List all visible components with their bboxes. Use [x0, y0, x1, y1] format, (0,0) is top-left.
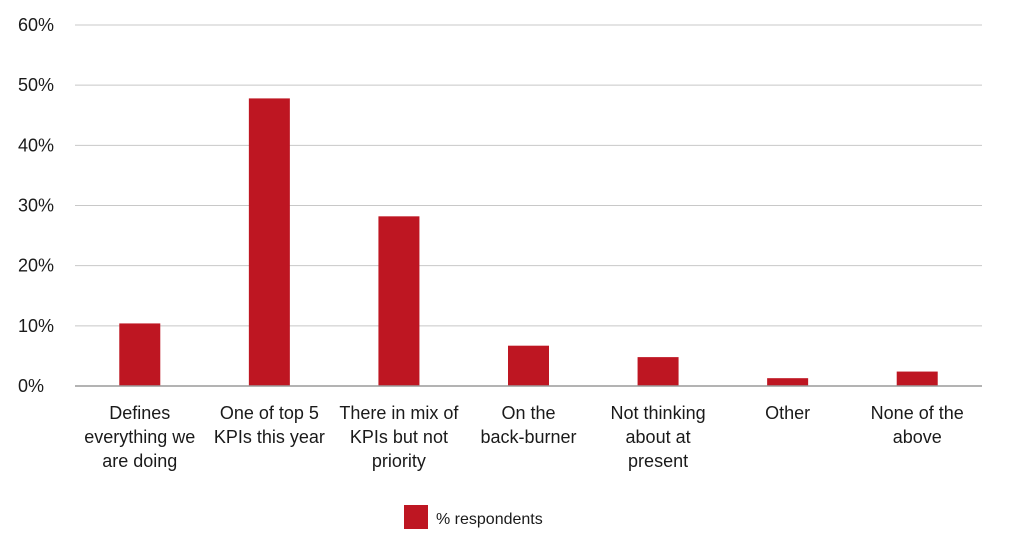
x-category-label: Defines everything we are doing — [84, 403, 195, 471]
bar — [378, 216, 420, 386]
y-tick-label: 30% — [18, 196, 54, 216]
x-category-label-line: There in mix of — [339, 403, 459, 423]
y-tick-label: 60% — [18, 15, 54, 35]
x-category-label-line: One of top 5 — [220, 403, 319, 423]
x-category-label-line: priority — [372, 451, 426, 471]
x-axis-category-labels: Defines everything we are doing One of top … — [84, 403, 963, 471]
bar — [119, 323, 161, 386]
y-tick-label: 40% — [18, 135, 54, 155]
y-axis-tick-labels: 0% 10% 20% 30% 40% 50% 60% — [18, 15, 54, 396]
x-category-label-line: about at — [626, 427, 691, 447]
bars — [119, 98, 938, 387]
legend-label: % respondents — [436, 511, 543, 528]
legend-swatch — [404, 505, 428, 529]
x-category-label-line: back-burner — [480, 427, 576, 447]
x-category-label: One of top 5 KPIs this year — [214, 403, 325, 447]
x-category-label-line: Not thinking — [611, 403, 706, 423]
x-category-label-line: Defines — [109, 403, 170, 423]
bar — [767, 378, 809, 386]
x-category-label: There in mix of KPIs but not priority — [339, 403, 459, 471]
y-tick-label: 20% — [18, 256, 54, 276]
x-category-label-line: present — [628, 451, 688, 471]
x-category-label-line: None of the — [871, 403, 964, 423]
bar — [637, 357, 679, 386]
legend: % respondents — [404, 505, 543, 529]
y-tick-label: 50% — [18, 75, 54, 95]
gridlines — [75, 24, 982, 327]
x-category-label: Not thinking about at present — [611, 403, 706, 471]
x-category-label-line: KPIs this year — [214, 427, 325, 447]
x-category-label: None of the above — [871, 403, 964, 447]
bar — [248, 98, 290, 387]
x-category-label-line: On the — [501, 403, 555, 423]
x-category-label: Other — [765, 403, 810, 423]
x-category-label-line: Other — [765, 403, 810, 423]
y-tick-label: 0% — [18, 376, 44, 396]
bar — [508, 345, 549, 386]
x-category-label-line: KPIs but not — [350, 427, 448, 447]
x-category-label-line: everything we — [84, 427, 195, 447]
x-category-label: On the back-burner — [480, 403, 576, 447]
x-category-label-line: above — [893, 427, 942, 447]
y-tick-label: 10% — [18, 316, 54, 336]
x-category-label-line: are doing — [102, 451, 177, 471]
bar — [896, 371, 938, 386]
